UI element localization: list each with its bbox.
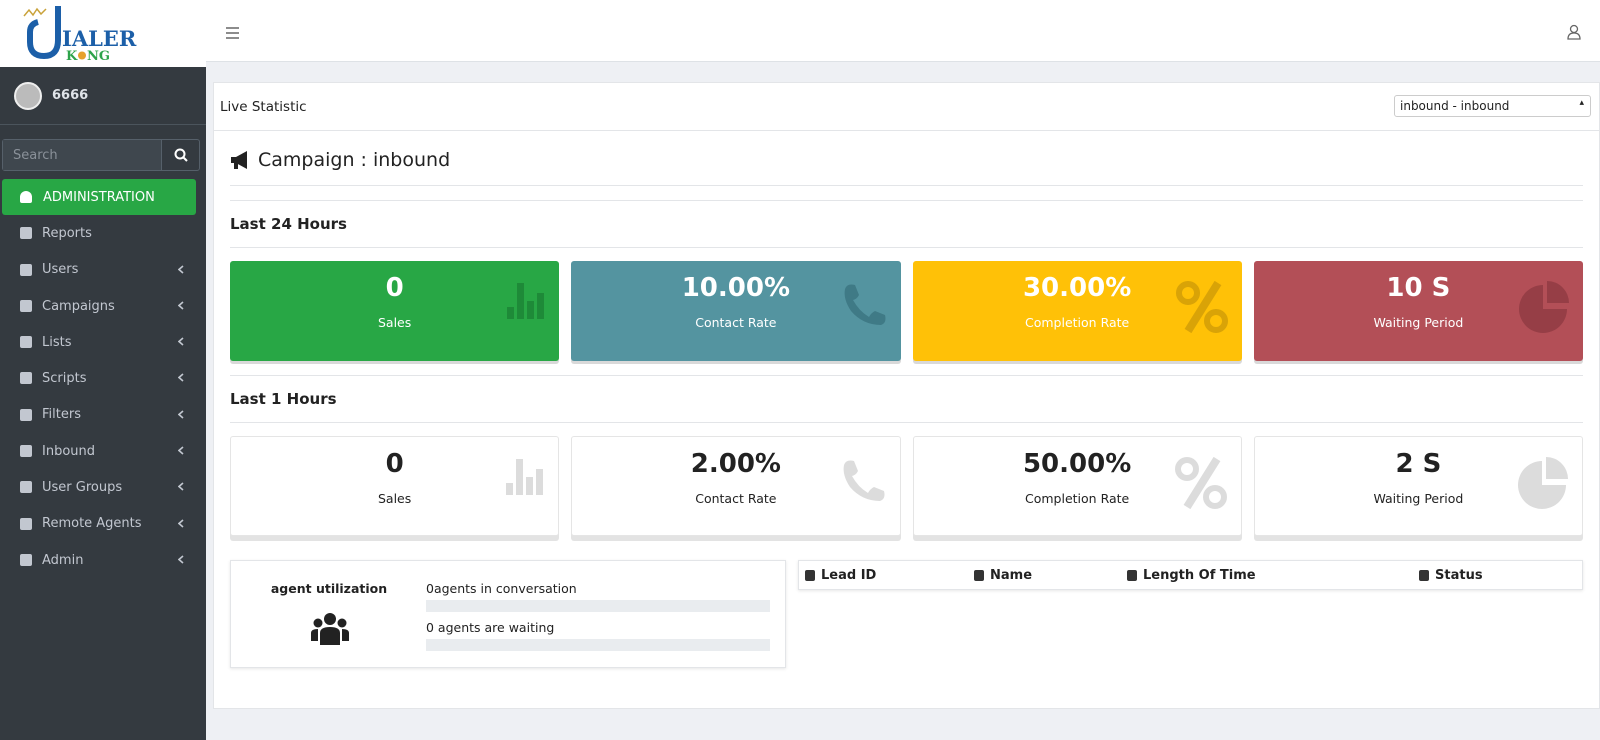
stat-label: Completion Rate bbox=[1025, 315, 1130, 330]
campaign-heading: Campaign : inbound bbox=[230, 149, 1583, 186]
logo-mark: IALER K NG bbox=[23, 6, 137, 64]
menu-item[interactable]: Inbound bbox=[0, 433, 206, 469]
stat-card: 2 S Waiting Period bbox=[1253, 436, 1583, 536]
search-button[interactable] bbox=[161, 140, 199, 170]
stat-card: 10.00% Contact Rate bbox=[571, 261, 901, 361]
header-icon bbox=[1127, 570, 1137, 581]
stat-value: 0 bbox=[385, 273, 404, 303]
header-icon bbox=[805, 570, 815, 581]
stat-label: Contact Rate bbox=[695, 491, 777, 506]
menu-item[interactable]: Remote Agents bbox=[0, 506, 206, 542]
logo-sub: K bbox=[66, 49, 78, 64]
util-bar bbox=[426, 639, 770, 651]
stat-value: 10.00% bbox=[681, 273, 791, 303]
section-title: Last 24 Hours bbox=[230, 201, 1583, 248]
stat-label: Completion Rate bbox=[1025, 491, 1130, 506]
section: Last 1 Hours 0 Sales 2.00% Contact Rate 50.00… bbox=[230, 375, 1583, 536]
stat-card: 50.00% Completion Rate bbox=[912, 436, 1242, 536]
util-title: agent utilization bbox=[270, 581, 388, 596]
menu-label: Scripts bbox=[42, 371, 87, 387]
search[interactable]: Search bbox=[2, 139, 200, 171]
campaign-title: Campaign : inbound bbox=[258, 149, 451, 171]
menu-item[interactable]: Campaigns bbox=[0, 288, 206, 324]
stat-value: 2 S bbox=[1395, 449, 1442, 479]
section: Last 24 Hours 0 Sales 10.00% Contact Rate 30.… bbox=[230, 200, 1583, 361]
panel-title: Live Statistic bbox=[220, 98, 307, 115]
menu-label: Lists bbox=[42, 334, 72, 350]
menu-item[interactable]: ADMINISTRATION bbox=[2, 179, 196, 216]
menu-item[interactable]: Lists bbox=[0, 324, 206, 360]
header-icon bbox=[974, 570, 984, 581]
campaign-select[interactable]: inbound - inbound ▴ bbox=[1394, 95, 1591, 117]
header-icon bbox=[1419, 570, 1429, 581]
menu-item[interactable]: Users bbox=[0, 252, 206, 288]
user-icon[interactable] bbox=[1566, 24, 1582, 40]
panel-header: Live Statistic inbound - inbound ▴ bbox=[214, 83, 1599, 131]
menu-item[interactable]: Filters bbox=[0, 397, 206, 433]
user-panel[interactable]: 6666 bbox=[0, 67, 206, 125]
stat-card: 10 S Waiting Period bbox=[1253, 261, 1583, 361]
menu-label: Admin bbox=[42, 552, 84, 568]
topbar bbox=[206, 0, 1600, 62]
stat-card: 30.00% Completion Rate bbox=[912, 261, 1242, 361]
agent-utilization: agent utilization 0agents in conversatio… bbox=[230, 560, 786, 668]
search-input[interactable]: Search bbox=[3, 140, 161, 170]
stat-label: Waiting Period bbox=[1373, 491, 1464, 506]
util-line: 0agents in conversation bbox=[426, 581, 577, 596]
card-row: 0 Sales 2.00% Contact Rate 50.00% Completion … bbox=[230, 436, 1583, 536]
menu-item[interactable]: User Groups bbox=[0, 469, 206, 505]
logo[interactable]: IALER K NG bbox=[0, 0, 206, 67]
menu-label: Inbound bbox=[42, 443, 96, 459]
sidebar: IALER K NG 6666 Search ADMINISTRATION Rep… bbox=[0, 0, 206, 740]
panel: Live Statistic inbound - inbound ▴ Campai… bbox=[213, 82, 1600, 709]
table-header: Name bbox=[990, 567, 1033, 583]
table-header: Status bbox=[1435, 567, 1483, 583]
stat-label: Sales bbox=[377, 315, 412, 330]
menu-label: Users bbox=[42, 262, 79, 278]
menu-label: Filters bbox=[42, 407, 81, 423]
stat-label: Sales bbox=[377, 491, 412, 506]
stat-value: 2.00% bbox=[690, 449, 781, 479]
table-header: Lead ID bbox=[821, 567, 877, 583]
menu-label: Reports bbox=[42, 225, 92, 241]
menu: ADMINISTRATION Reports Users Campaigns Lists… bbox=[0, 179, 206, 578]
stat-label: Waiting Period bbox=[1373, 315, 1464, 330]
stat-value: 10 S bbox=[1386, 273, 1451, 303]
menu-item[interactable]: Reports bbox=[0, 215, 206, 251]
menu-item[interactable]: Scripts bbox=[0, 360, 206, 396]
user-name: 6666 bbox=[52, 88, 89, 103]
stat-card: 0 Sales bbox=[230, 436, 560, 536]
menu-label: User Groups bbox=[42, 480, 123, 496]
menu-label: ADMINISTRATION bbox=[43, 189, 155, 205]
stat-value: 30.00% bbox=[1022, 273, 1132, 303]
leads-table-header: Lead ID Name Length Of Time Status bbox=[798, 560, 1583, 590]
stat-value: 50.00% bbox=[1022, 449, 1132, 479]
stat-value: 0 bbox=[385, 449, 404, 479]
menu-item[interactable]: Admin bbox=[0, 542, 206, 578]
logo-text: IALER bbox=[62, 26, 137, 51]
select-value: inbound - inbound bbox=[1400, 99, 1510, 113]
menu-toggle[interactable] bbox=[226, 27, 240, 39]
stat-card: 0 Sales bbox=[230, 261, 560, 361]
avatar bbox=[14, 81, 42, 110]
card-row: 0 Sales 10.00% Contact Rate 30.00% Completion… bbox=[230, 261, 1583, 361]
logo-sub: NG bbox=[87, 49, 110, 64]
table-header: Length Of Time bbox=[1143, 567, 1256, 583]
menu-label: Remote Agents bbox=[42, 516, 142, 532]
menu-label: Campaigns bbox=[42, 298, 115, 314]
section-title: Last 1 Hours bbox=[230, 376, 1583, 423]
util-line: 0 agents are waiting bbox=[426, 620, 555, 635]
stat-label: Contact Rate bbox=[695, 315, 777, 330]
util-bar bbox=[426, 600, 770, 612]
stat-card: 2.00% Contact Rate bbox=[571, 436, 901, 536]
